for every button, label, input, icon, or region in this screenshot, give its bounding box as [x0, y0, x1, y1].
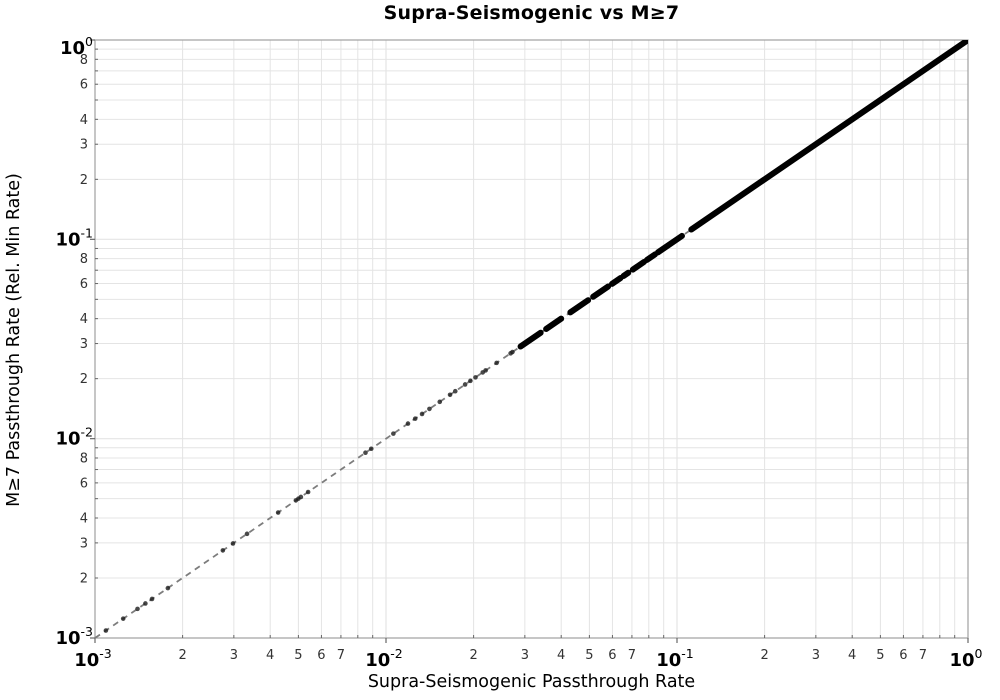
scatter-point — [468, 378, 473, 384]
y-minor-tick-label: 6 — [80, 78, 88, 93]
scatter-point — [437, 399, 443, 405]
plot-frame — [94, 39, 969, 639]
y-minor-tick-label: 3 — [80, 138, 88, 153]
y-minor-tick-label: 2 — [80, 173, 88, 188]
major-tick-label: 100 — [60, 34, 93, 59]
scatter-point — [368, 446, 374, 452]
x-minor-tick-label: 2 — [760, 648, 768, 663]
x-minor-tick-label: 7 — [628, 648, 636, 663]
scatter-point — [405, 421, 411, 426]
major-tick-label: 10-2 — [55, 425, 93, 450]
scatter-point — [473, 375, 478, 380]
x-minor-tick-label: 5 — [294, 648, 302, 663]
scatter-point — [483, 368, 488, 373]
major-tick-label: 10-3 — [55, 624, 93, 649]
x-minor-tick-label: 3 — [812, 648, 820, 663]
scatter-point — [103, 628, 109, 633]
scatter-dense-band — [543, 315, 565, 332]
y-minor-tick-label: 8 — [80, 53, 88, 68]
y-minor-tick-label: 2 — [80, 571, 88, 586]
scatter-point — [275, 510, 281, 515]
x-axis-label: Supra-Seismogenic Passthrough Rate — [367, 672, 696, 692]
major-tick-label: 10-3 — [74, 646, 112, 671]
major-tick-label: 10-1 — [55, 225, 93, 250]
y-minor-tick-label: 6 — [80, 277, 88, 292]
major-tick-label: 10-1 — [656, 646, 694, 671]
scatter-dense-band — [517, 329, 544, 350]
scatter-dense-band — [609, 274, 624, 287]
x-minor-tick-label: 4 — [557, 648, 565, 663]
y-minor-tick-label: 2 — [80, 372, 88, 387]
x-minor-tick-label: 2 — [178, 648, 186, 663]
y-minor-tick-label: 8 — [80, 252, 88, 267]
scatter-point — [452, 388, 458, 394]
y-minor-tick-label: 4 — [80, 113, 88, 128]
scatter-dense-band — [620, 269, 632, 279]
x-minor-tick-label: 4 — [266, 648, 274, 663]
scatter-dense-band — [567, 297, 592, 316]
scatter-point — [462, 382, 468, 387]
y-minor-tick-label: 4 — [80, 511, 88, 526]
scatter-dense-band — [688, 40, 968, 233]
scatter-point — [494, 360, 499, 366]
y-minor-tick-label: 4 — [80, 312, 88, 327]
scatter-point — [391, 431, 396, 436]
chart-title: Supra-Seismogenic vs M≥7 — [383, 2, 680, 24]
scatter-point — [165, 585, 171, 591]
scatter-point — [305, 489, 311, 495]
scatter-point — [220, 548, 226, 553]
scatter-point — [447, 392, 453, 398]
x-minor-tick-label: 6 — [608, 648, 616, 663]
y-minor-tick-label: 6 — [80, 476, 88, 491]
scatter-dense-band — [629, 258, 647, 273]
y-minor-tick-label: 3 — [80, 536, 88, 551]
scatter-point — [363, 450, 368, 456]
x-minor-tick-label: 5 — [876, 648, 884, 663]
scatter-point — [135, 606, 140, 612]
x-minor-tick-label: 6 — [317, 648, 325, 663]
y-minor-tick-label: 3 — [80, 337, 88, 352]
x-minor-tick-label: 3 — [521, 648, 529, 663]
scatter-point — [120, 616, 126, 621]
x-minor-tick-label: 4 — [848, 648, 856, 663]
x-minor-tick-label: 5 — [585, 648, 593, 663]
scatter-point — [230, 541, 236, 546]
scatter-point — [427, 406, 432, 412]
scatter-point — [510, 349, 515, 355]
scatter-point — [143, 601, 148, 606]
scatter-point — [149, 596, 155, 602]
scatter-dense-band — [643, 251, 658, 263]
y-axis-label: M≥7 Passthrough Rate (Rel. Min Rate) — [4, 173, 24, 507]
x-minor-tick-label: 7 — [337, 648, 345, 663]
scatter-point — [412, 416, 418, 421]
x-minor-tick-label: 7 — [919, 648, 927, 663]
x-minor-tick-label: 3 — [230, 648, 238, 663]
scatter-point — [298, 494, 304, 500]
scatter-dense-band — [590, 283, 612, 300]
major-tick-label: 100 — [949, 646, 982, 671]
x-minor-tick-label: 6 — [899, 648, 907, 663]
x-minor-tick-label: 2 — [469, 648, 477, 663]
y-minor-tick-label: 8 — [80, 451, 88, 466]
major-tick-label: 10-2 — [365, 646, 403, 671]
scatter-dense-band — [654, 232, 685, 256]
scatter-point — [244, 531, 250, 537]
scatter-point — [419, 411, 425, 417]
